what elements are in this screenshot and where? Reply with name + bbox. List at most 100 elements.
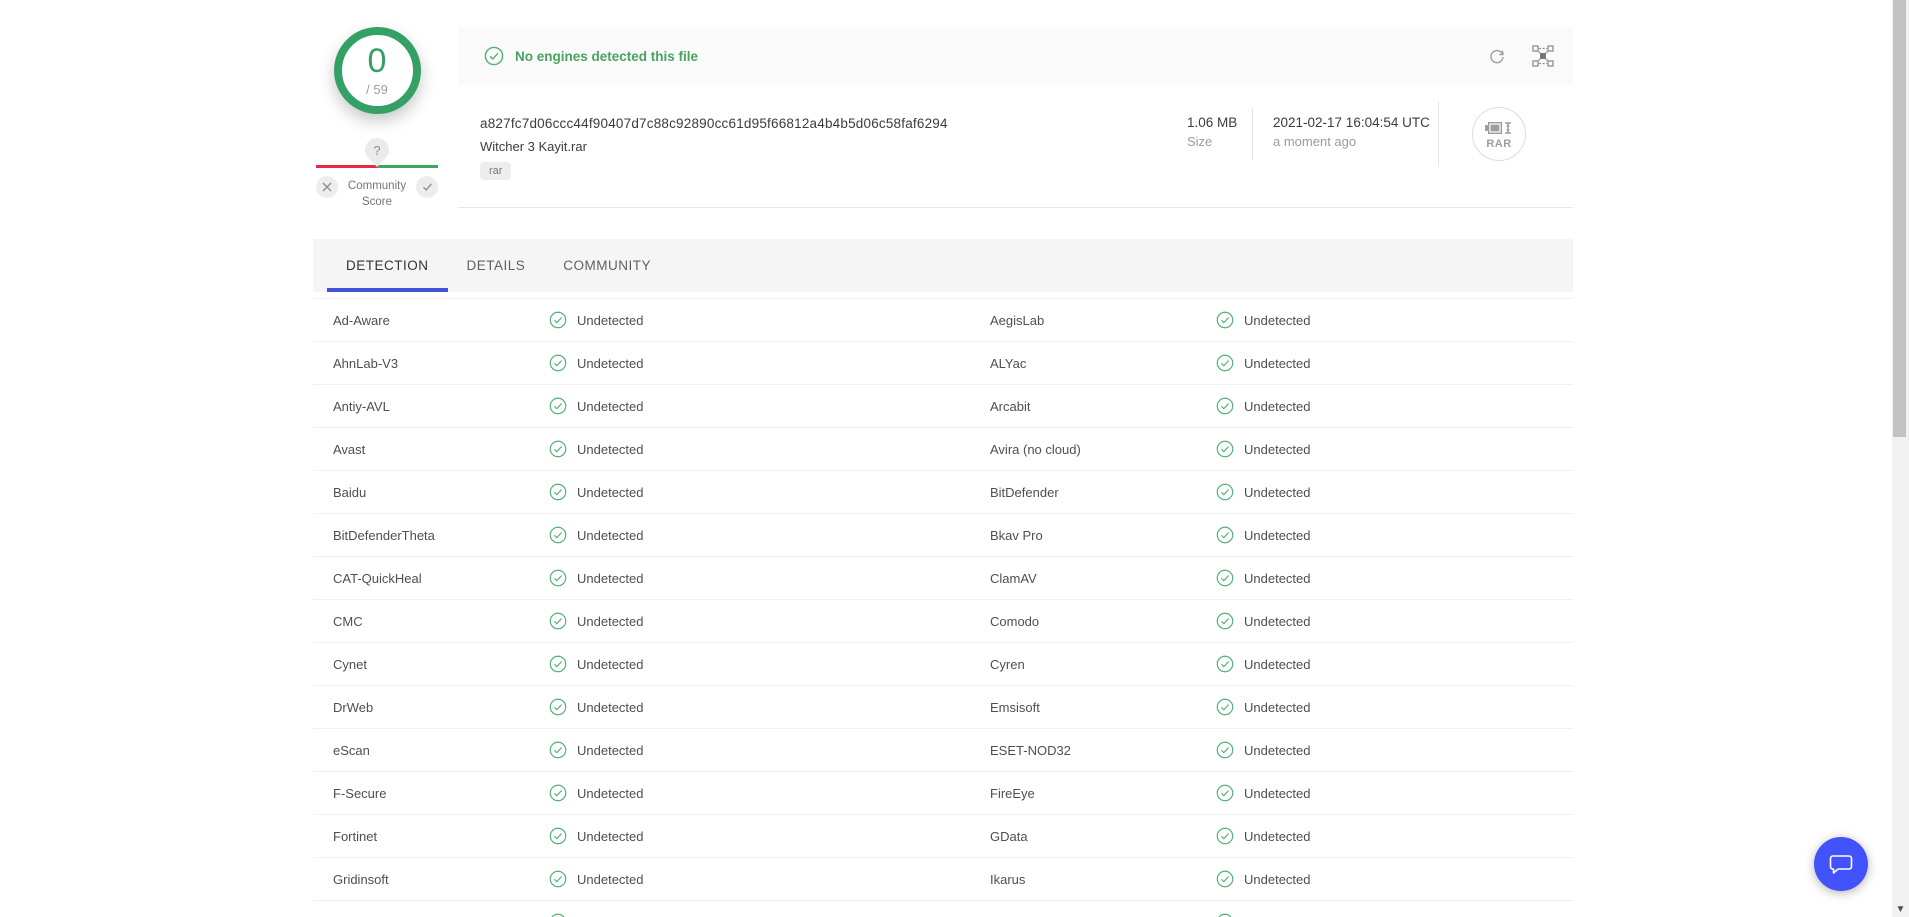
tab-detection[interactable]: DETECTION (327, 239, 448, 292)
check-circle-icon (549, 311, 567, 329)
detection-status-label: Undetected (577, 742, 644, 758)
detection-status: Undetected (549, 655, 990, 673)
detection-status-label: Undetected (577, 656, 644, 672)
engine-name: ALYac (990, 355, 1027, 371)
check-circle-icon (549, 827, 567, 845)
detection-status: Undetected (1216, 440, 1573, 458)
question-pin-icon[interactable]: ? (365, 138, 389, 162)
check-circle-icon (549, 612, 567, 630)
scroll-down-arrow[interactable]: ▼ (1895, 904, 1906, 915)
engine-name: Baidu (333, 484, 367, 500)
detection-status-label: Undetected (1244, 785, 1311, 801)
engine-row: eScan Undetected ESET-NOD32 Undetected (313, 728, 1573, 771)
report-tabbar: DETECTION DETAILS COMMUNITY (313, 239, 1573, 292)
detection-status-label: Undetected (1244, 441, 1311, 457)
engine-name: Fortinet (333, 828, 378, 844)
detection-status-label: Undetected (577, 613, 644, 629)
scrollbar-thumb[interactable] (1893, 0, 1906, 437)
engine-row: BitDefenderTheta Undetected Bkav Pro Undete… (313, 513, 1573, 556)
detection-status: Undetected (1216, 655, 1573, 673)
detection-status-label: Undetected (1244, 398, 1311, 414)
file-type-label: RAR (1486, 137, 1512, 150)
detection-status-label: Undetected (1244, 613, 1311, 629)
engine-row: AhnLab-V3 Undetected ALYac Undetected (313, 341, 1573, 384)
file-size-label: Size (1187, 134, 1213, 149)
detection-status: Undetected (549, 354, 990, 372)
check-circle-icon (549, 784, 567, 802)
detection-status: Undetected (549, 784, 990, 802)
detection-status-label: Undetected (577, 441, 644, 457)
engine-name: ESET-NOD32 (990, 742, 1071, 758)
rar-archive-icon: RAR (1472, 107, 1526, 161)
detection-status: Undetected (1216, 741, 1573, 759)
scrollbar[interactable]: ▼ (1892, 0, 1909, 917)
detection-status (549, 913, 990, 917)
detection-status-label: Undetected (1244, 828, 1311, 844)
community-score-negative-bar (316, 165, 377, 168)
check-circle-icon (549, 569, 567, 587)
detection-status-label: Undetected (577, 527, 644, 543)
file-name: Witcher 3 Kayit.rar (480, 139, 587, 154)
reanalyze-icon[interactable] (1487, 46, 1507, 66)
check-circle-icon (1216, 569, 1234, 587)
engine-name: DrWeb (333, 699, 374, 715)
detection-banner: No engines detected this file (458, 27, 1573, 85)
check-circle-icon (1218, 913, 1232, 917)
file-hash[interactable]: a827fc7d06ccc44f90407d7c88c92890cc61d95f… (480, 116, 948, 131)
check-circle-icon (1216, 526, 1234, 544)
engine-row: F-Secure Undetected FireEye Undetected (313, 771, 1573, 814)
vote-malicious-button[interactable] (316, 176, 338, 198)
check-circle-icon (551, 913, 565, 917)
check-circle-icon (549, 354, 567, 372)
check-circle-icon (549, 870, 567, 888)
engine-name: Arcabit (990, 398, 1031, 414)
engine-name: Emsisoft (990, 699, 1040, 715)
engine-name: CMC (333, 613, 363, 629)
detection-status-label: Undetected (577, 312, 644, 328)
tab-community[interactable]: COMMUNITY (563, 258, 652, 273)
vt-graph-icon[interactable] (1531, 44, 1555, 68)
check-circle-icon (1216, 827, 1234, 845)
detection-status: Undetected (549, 827, 990, 845)
community-score-label: Community Score (347, 180, 407, 209)
engine-name: Antiy-AVL (333, 398, 390, 414)
engine-row: CAT-QuickHeal Undetected ClamAV Undetected (313, 556, 1573, 599)
detection-status-label: Undetected (577, 484, 644, 500)
engine-name: Gridinsoft (333, 871, 389, 887)
detection-status-label: Undetected (577, 699, 644, 715)
engine-row: Cynet Undetected Cyren Undetected (313, 642, 1573, 685)
detection-status: Undetected (1216, 870, 1573, 888)
tab-details[interactable]: DETAILS (466, 258, 526, 273)
engine-name: AhnLab-V3 (333, 355, 399, 371)
scan-date-relative: a moment ago (1273, 134, 1357, 149)
check-circle-icon (549, 440, 567, 458)
check-circle-icon (1216, 655, 1234, 673)
engine-name: Ad-Aware (333, 312, 390, 328)
check-circle-icon (1216, 741, 1234, 759)
detection-status: Undetected (549, 311, 990, 329)
engine-name: Cynet (333, 656, 367, 672)
file-tag-rar[interactable]: rar (480, 162, 512, 180)
chat-bubble-icon[interactable] (1814, 837, 1868, 891)
check-icon (422, 183, 432, 192)
scan-date-block: 2021-02-17 16:04:54 UTC a moment ago (1273, 115, 1430, 149)
check-circle-icon (549, 741, 567, 759)
engine-row (313, 900, 1573, 917)
detection-status: Undetected (1216, 784, 1573, 802)
check-circle-icon (484, 46, 504, 66)
engine-name: Avast (333, 441, 366, 457)
detection-status-label: Undetected (577, 828, 644, 844)
detection-table: Ad-Aware Undetected AegisLab Undetected AhnL… (313, 298, 1573, 917)
check-circle-icon (1216, 612, 1234, 630)
check-circle-icon (1216, 870, 1234, 888)
detection-status-label: Undetected (1244, 484, 1311, 500)
detection-status: Undetected (1216, 698, 1573, 716)
vote-harmless-button[interactable] (416, 176, 438, 198)
engine-name: F-Secure (333, 785, 387, 801)
engine-name: Ikarus (990, 871, 1026, 887)
detection-status-label: Undetected (1244, 355, 1311, 371)
file-size-value: 1.06 MB (1187, 115, 1238, 130)
detection-status: Undetected (549, 612, 990, 630)
detection-status-label: Undetected (1244, 312, 1311, 328)
